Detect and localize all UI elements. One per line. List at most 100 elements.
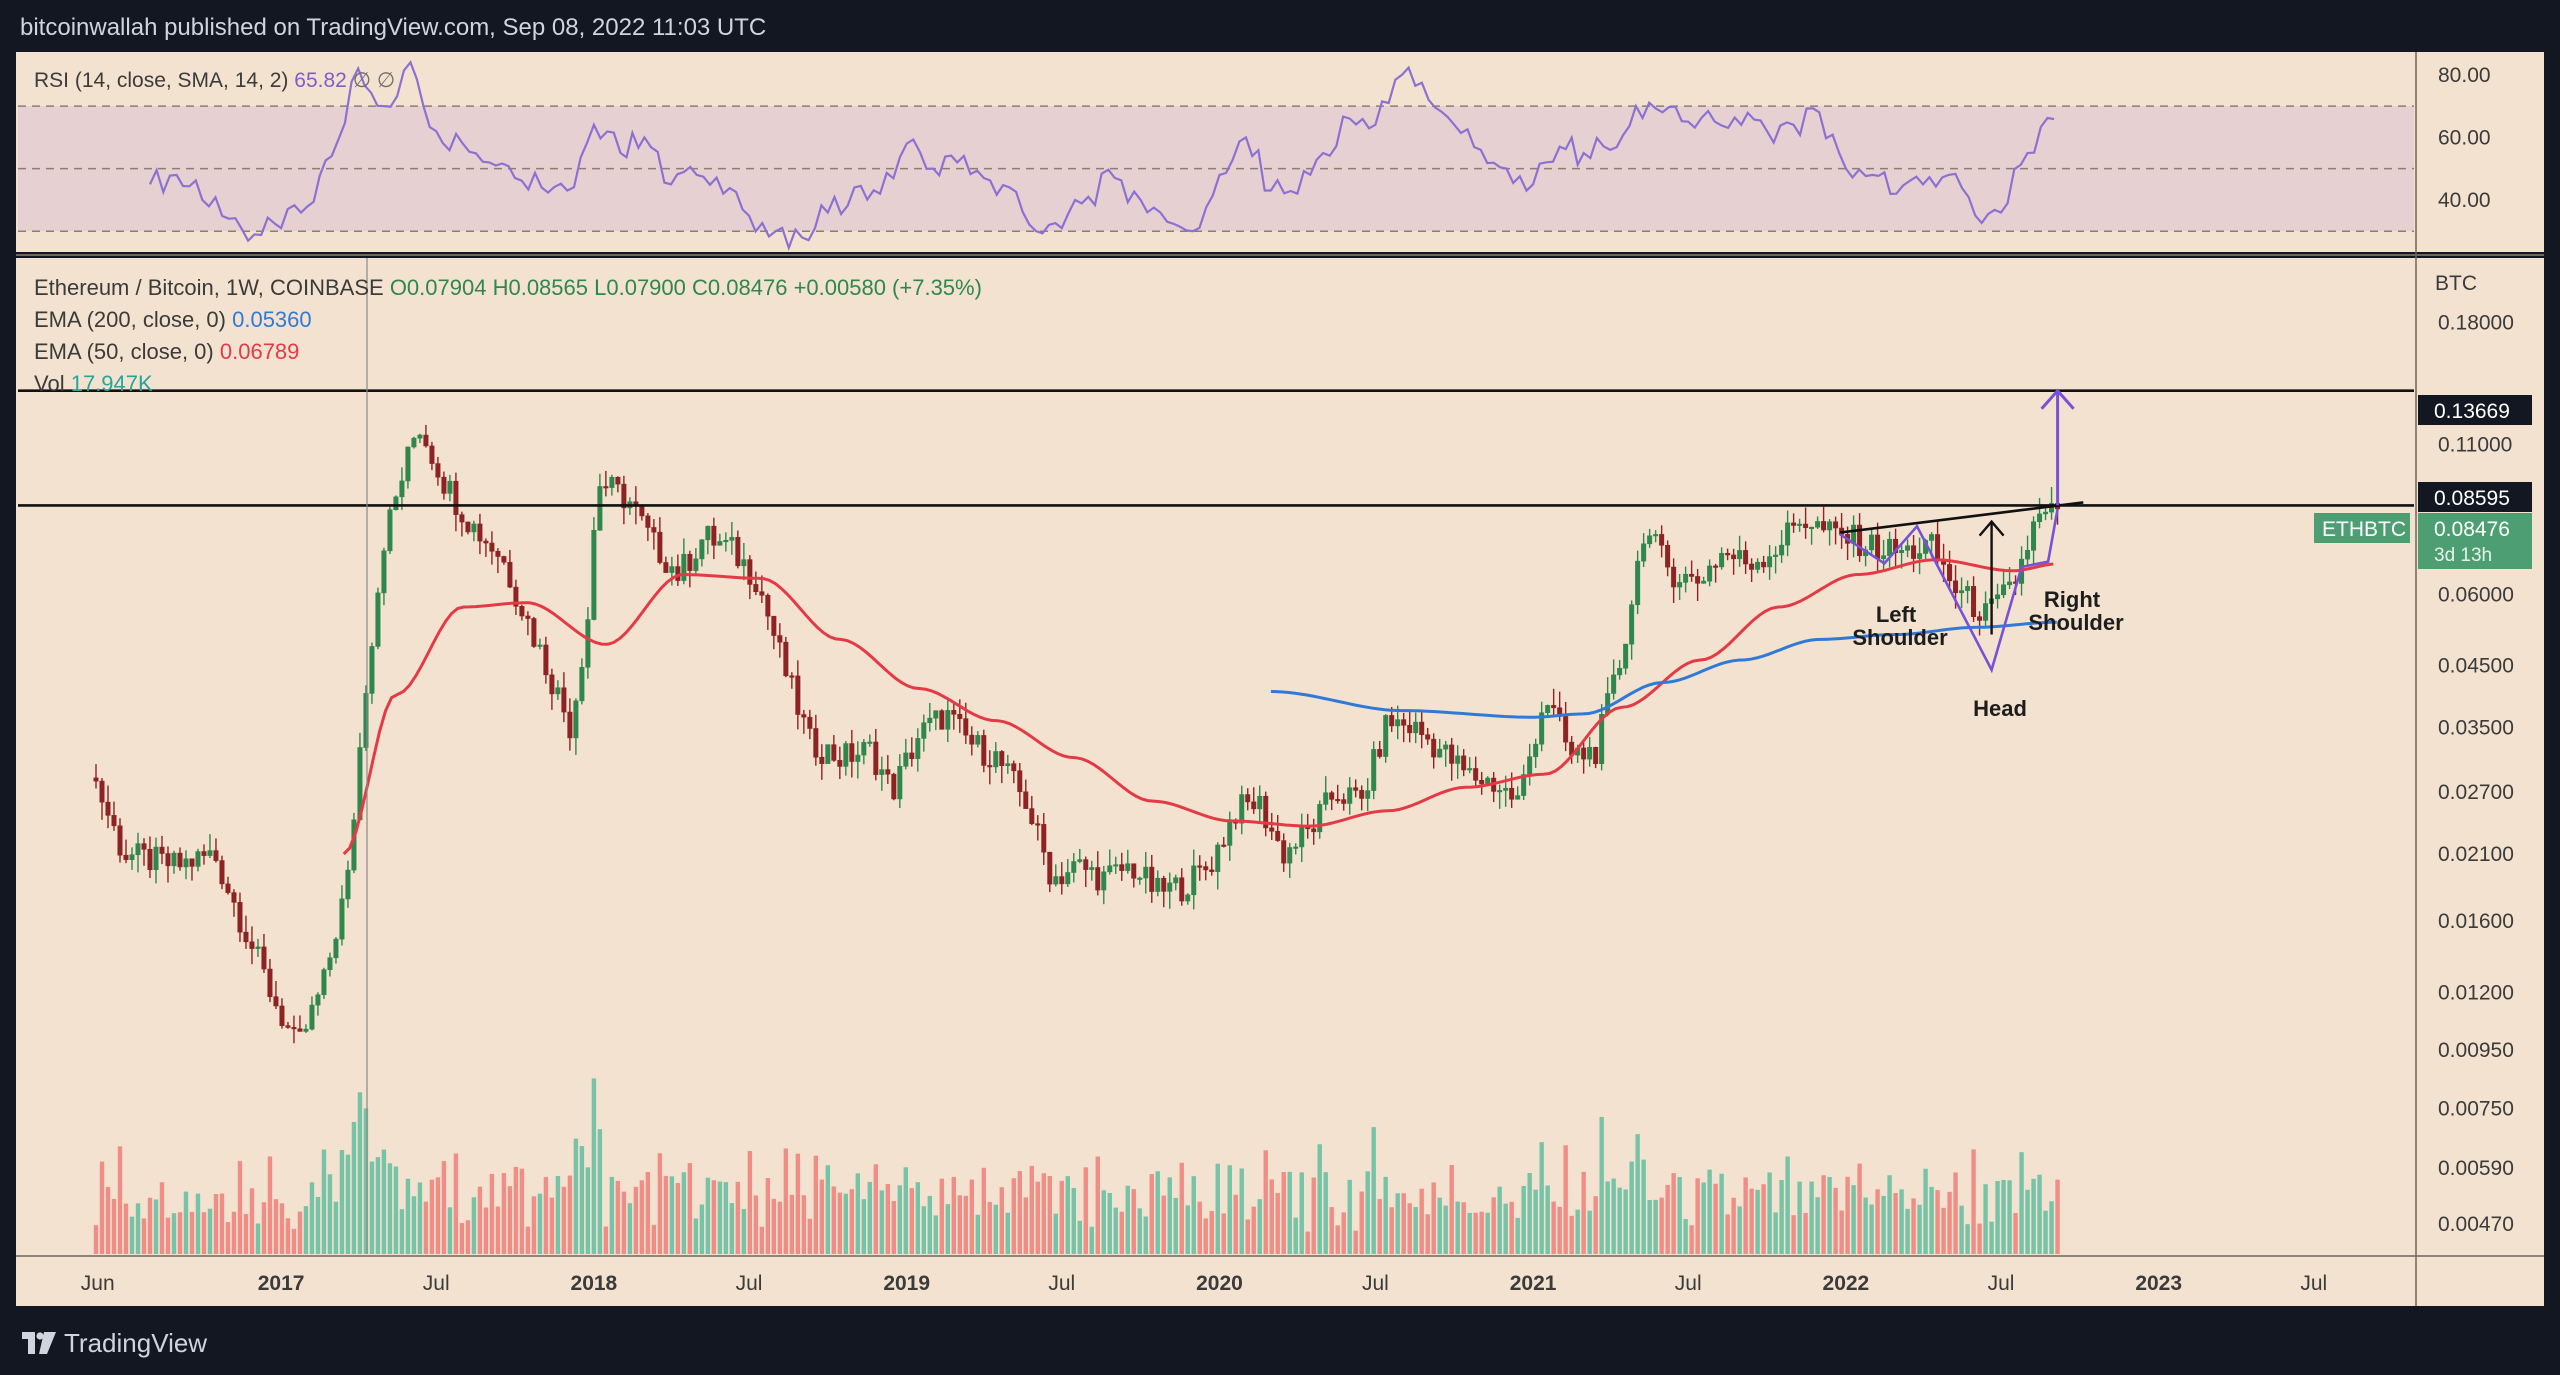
volume-bar (1653, 1199, 1658, 1254)
candle-body (309, 1004, 315, 1030)
volume-bar (1155, 1171, 1160, 1254)
volume-bar (1191, 1176, 1196, 1254)
volume-bar (801, 1195, 807, 1254)
left-shoulder-label: Left Shoulder (1852, 602, 1948, 650)
volume-bar (981, 1167, 986, 1254)
candle-body (573, 700, 579, 739)
volume-bar (1767, 1172, 1772, 1254)
volume-bar (1335, 1225, 1340, 1254)
candle-body (159, 846, 165, 854)
tradingview-logo-icon (22, 1332, 56, 1354)
volume-bar (669, 1176, 675, 1254)
volume-bar (1035, 1181, 1040, 1254)
price-axis-tick: 0.11000 (2438, 433, 2512, 456)
volume-bar (321, 1149, 327, 1254)
footer-brand[interactable]: TradingView (22, 1325, 207, 1361)
candle-body (1893, 538, 1899, 554)
candle-body (363, 693, 369, 748)
volume-bar (1329, 1207, 1334, 1254)
volume-bar (1461, 1202, 1466, 1254)
volume-bar (615, 1180, 621, 1254)
volume-bar (597, 1129, 603, 1254)
candle-body (747, 559, 753, 585)
volume-bar (1395, 1193, 1400, 1254)
time-axis-tick: 2022 (1823, 1272, 1870, 1295)
candle-body (1275, 830, 1281, 841)
volume-bar (855, 1173, 861, 1254)
candle-body (681, 553, 687, 581)
price-axis-tick: 0.00750 (2438, 1098, 2514, 1121)
candle-body (1215, 844, 1221, 872)
volume-bar (177, 1212, 183, 1254)
candle-body (1641, 543, 1647, 562)
volume-bar (1587, 1210, 1592, 1254)
candle-body (1521, 774, 1527, 796)
candle-body (1035, 823, 1041, 826)
volume-bar (909, 1188, 915, 1254)
candle-body (1713, 565, 1719, 568)
volume-bar (1905, 1208, 1910, 1254)
candle-body (1755, 561, 1761, 570)
candle-body (1353, 787, 1359, 791)
volume-bar (1119, 1211, 1124, 1254)
volume-bar (1971, 1149, 1976, 1254)
volume-bar (1839, 1210, 1844, 1254)
volume-bar (1923, 1168, 1928, 1254)
candle-body (1095, 867, 1101, 891)
price-legend: Ethereum / Bitcoin, 1W, COINBASE O0.0790… (34, 275, 982, 396)
volume-bar (225, 1222, 231, 1254)
volume-bar (1455, 1201, 1460, 1254)
candle-body (837, 760, 843, 767)
volume-bar (651, 1224, 657, 1254)
volume-bar (723, 1182, 729, 1254)
ema-layer (342, 558, 2057, 856)
volume-bar (1545, 1185, 1550, 1254)
time-axis-tick: 2021 (1510, 1272, 1557, 1295)
candle-body (1143, 866, 1149, 879)
rsi-layer: 80.00 60.00 40.00 (18, 60, 2491, 252)
volume-bar (297, 1211, 303, 1254)
candle-body (975, 735, 981, 745)
candle-body (183, 858, 189, 868)
volume-bar (1539, 1142, 1544, 1254)
volume-bar (579, 1146, 585, 1254)
volume-bar (1899, 1189, 1904, 1254)
volume-bar (549, 1197, 555, 1254)
volume-bar (861, 1199, 867, 1254)
candle-body (435, 463, 441, 478)
volume-bar (441, 1161, 447, 1254)
candle-body (447, 480, 453, 494)
volume-bar (687, 1163, 693, 1254)
volume-bar (1377, 1199, 1382, 1254)
volume-bar (153, 1199, 159, 1254)
volume-bar (957, 1195, 963, 1254)
volume-bar (429, 1179, 435, 1254)
volume-bar (1581, 1171, 1586, 1254)
candle-body (1737, 550, 1743, 560)
candle-body (1005, 763, 1011, 766)
candle-body (201, 851, 207, 856)
candle-body (195, 851, 201, 867)
volume-bar (477, 1186, 483, 1254)
candle-body (171, 852, 177, 867)
price-pane-bg (16, 258, 2544, 1306)
volume-bar (915, 1182, 921, 1254)
candle-body (465, 521, 471, 533)
volume-bar (249, 1188, 255, 1254)
volume-bar (459, 1222, 465, 1254)
time-axis-tick: 2017 (258, 1272, 305, 1295)
volume-bar (411, 1196, 417, 1254)
candle-body (735, 537, 741, 567)
ema50-legend: EMA (50, close, 0) 0.06789 (34, 339, 299, 364)
ethbtc-symbol-tag (2314, 513, 2410, 543)
volume-bar (2031, 1178, 2036, 1254)
candle-body (225, 883, 231, 893)
volume-bar (333, 1201, 339, 1254)
candle-body (1251, 801, 1257, 810)
candle-body (1245, 794, 1251, 803)
candle-body (1665, 544, 1671, 568)
volume-bar (423, 1201, 429, 1254)
candle-body (1065, 872, 1071, 885)
hs-pattern-path (1839, 508, 2059, 674)
